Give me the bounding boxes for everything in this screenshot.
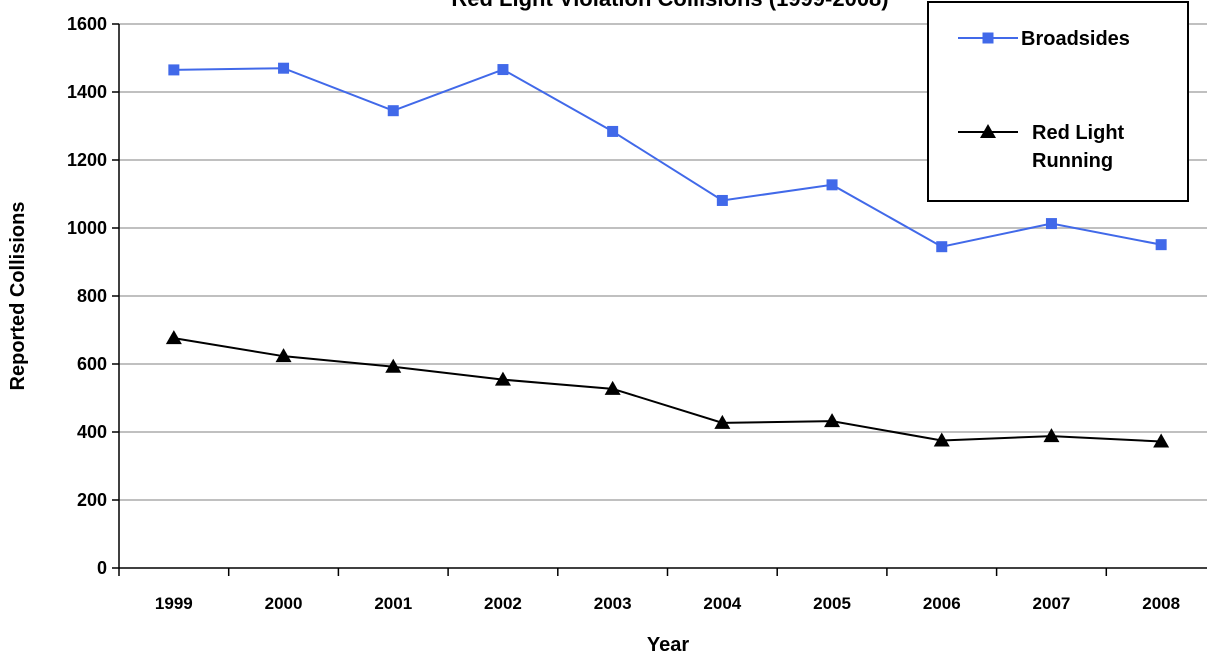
- data-point-marker: [1043, 428, 1060, 443]
- data-point-marker: [933, 432, 950, 447]
- series-red-light-running: [165, 330, 1170, 448]
- legend-label-red-light-running: Red Light: [1032, 122, 1125, 144]
- x-tick-label: 2003: [594, 594, 632, 613]
- data-point-marker: [165, 330, 182, 345]
- x-tick-label: 2001: [374, 594, 412, 613]
- x-tick-label: 2007: [1033, 594, 1071, 613]
- legend: Broadsides Red Light Running: [927, 1, 1189, 202]
- legend-swatch-marker: [980, 124, 996, 138]
- legend-label-red-light-running: Running: [1032, 150, 1113, 172]
- x-tick-label: 2006: [923, 594, 961, 613]
- series-broadsides: [168, 62, 1167, 253]
- y-tick-label: 0: [97, 558, 107, 578]
- legend-box: [927, 1, 1189, 202]
- data-point-marker: [1153, 433, 1170, 448]
- axes: 0 200 400 600 800 1000 1200 1400 1600 1999 2000 200…: [67, 14, 1207, 613]
- series-layer: [165, 62, 1170, 448]
- y-axis-title: Reported Collisions: [7, 202, 29, 391]
- x-axis-title: Year: [647, 634, 689, 656]
- data-point-marker: [607, 125, 619, 137]
- data-point-marker: [604, 380, 621, 395]
- legend-label-broadsides: Broadsides: [1021, 28, 1130, 50]
- data-point-marker: [275, 348, 292, 363]
- data-point-marker: [278, 62, 290, 74]
- data-point-marker: [936, 241, 948, 253]
- y-tick-label: 1600: [67, 14, 107, 34]
- data-point-marker: [716, 194, 728, 206]
- chart-title: Red Light Violation Collisions (1999-200…: [451, 0, 888, 11]
- y-tick-label: 800: [77, 286, 107, 306]
- data-point-marker: [494, 371, 511, 386]
- x-tick-label: 1999: [155, 594, 193, 613]
- data-point-marker: [1155, 239, 1167, 251]
- y-tick-label: 600: [77, 354, 107, 374]
- data-point-marker: [826, 179, 838, 191]
- legend-swatch-marker: [982, 32, 994, 44]
- x-tick-label: 2004: [703, 594, 741, 613]
- data-point-marker: [168, 64, 180, 76]
- gridlines: [119, 23, 1207, 501]
- y-tick-label: 1000: [67, 218, 107, 238]
- y-tick-label: 200: [77, 490, 107, 510]
- y-tick-label: 1200: [67, 150, 107, 170]
- data-point-marker: [1045, 218, 1057, 230]
- data-point-marker: [824, 413, 841, 428]
- y-tick-label: 400: [77, 422, 107, 442]
- x-tick-label: 2002: [484, 594, 522, 613]
- x-tick-label: 2008: [1142, 594, 1180, 613]
- data-point-marker: [387, 105, 399, 117]
- series-line: [173, 67, 1162, 248]
- x-tick-label: 2000: [265, 594, 303, 613]
- series-line: [173, 337, 1162, 443]
- data-point-marker: [497, 64, 509, 76]
- y-tick-label: 1400: [67, 82, 107, 102]
- x-tick-label: 2005: [813, 594, 851, 613]
- data-point-marker: [385, 358, 402, 373]
- data-point-marker: [714, 414, 731, 429]
